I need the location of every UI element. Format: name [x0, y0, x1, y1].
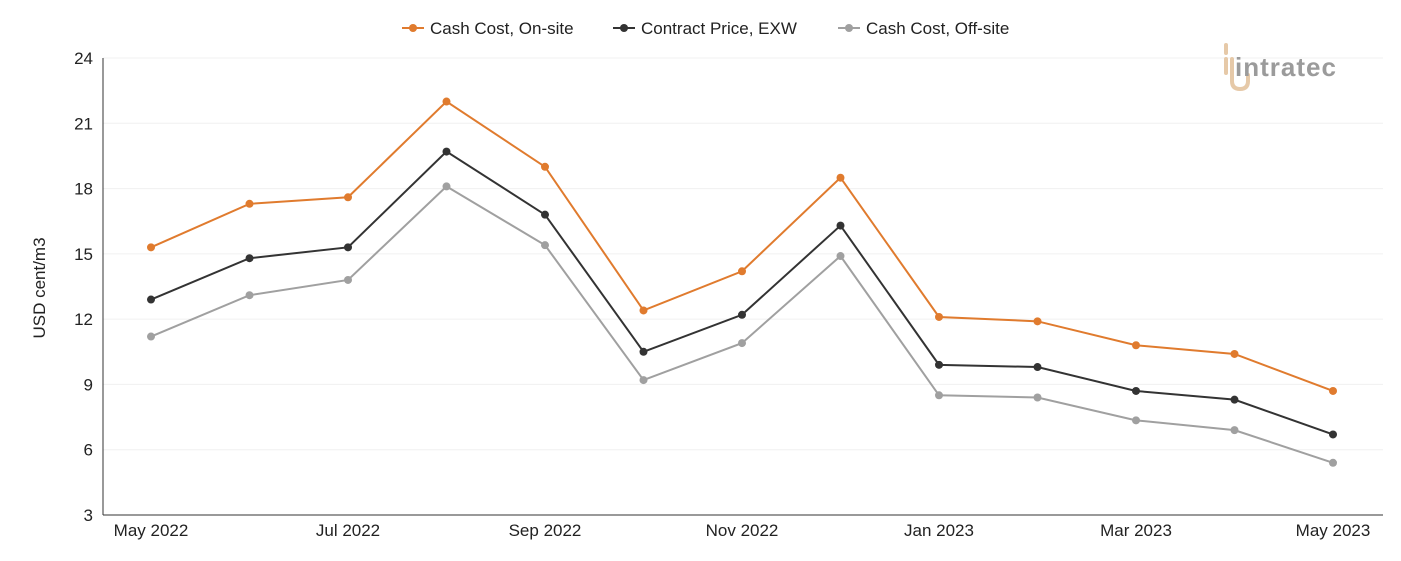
- data-point: [1230, 395, 1239, 404]
- chart-gridlines: [103, 57, 1383, 451]
- series-line: [150, 185, 1334, 464]
- chart-axes: [102, 58, 1383, 516]
- legend-swatch-marker: [409, 24, 417, 32]
- intratec-logo: intratec: [1224, 43, 1337, 92]
- data-point: [1230, 426, 1239, 435]
- data-point: [1329, 458, 1337, 467]
- data-point: [639, 376, 648, 385]
- data-point: [541, 210, 549, 219]
- x-tick-label: Jul 2022: [316, 521, 380, 540]
- data-point: [1033, 317, 1042, 326]
- y-tick-label: 24: [74, 49, 93, 68]
- data-point: [245, 199, 254, 208]
- data-point: [738, 310, 746, 319]
- x-tick-label: Jan 2023: [904, 521, 974, 540]
- y-tick-label: 3: [84, 506, 93, 525]
- y-axis-title: USD cent/m3: [30, 237, 49, 338]
- series-1: [147, 147, 1337, 439]
- legend-label: Contract Price, EXW: [641, 19, 797, 38]
- data-point: [1132, 341, 1140, 350]
- data-point: [1033, 393, 1042, 402]
- data-point: [541, 162, 549, 171]
- data-point: [639, 347, 648, 356]
- legend-label: Cash Cost, On-site: [430, 19, 574, 38]
- data-point: [935, 360, 943, 369]
- x-tick-label: May 2023: [1296, 521, 1371, 540]
- y-tick-label: 9: [84, 375, 93, 394]
- series-line: [150, 150, 1334, 436]
- chart-legend: Cash Cost, On-site Contract Price, EXW Cas…: [402, 19, 1009, 38]
- data-point: [541, 241, 549, 250]
- y-tick-label: 15: [74, 245, 93, 264]
- data-point: [245, 291, 254, 300]
- logo-mark: [1224, 43, 1250, 92]
- data-point: [639, 306, 648, 315]
- y-tick-label: 18: [74, 180, 93, 199]
- legend-label: Cash Cost, Off-site: [866, 19, 1009, 38]
- data-point: [1329, 430, 1337, 439]
- legend-item-0: Cash Cost, On-site: [402, 19, 574, 38]
- data-point: [1132, 386, 1140, 395]
- series-2: [147, 182, 1337, 467]
- data-point: [836, 221, 845, 230]
- data-point: [147, 243, 155, 252]
- legend-item-2: Cash Cost, Off-site: [838, 19, 1009, 38]
- data-point: [344, 275, 352, 284]
- data-point: [245, 254, 254, 263]
- data-point: [442, 97, 451, 106]
- y-axis-ticks: 3 6 9 12 15 18 21 24: [74, 49, 93, 525]
- logo-text: intratec: [1235, 52, 1337, 82]
- legend-item-1: Contract Price, EXW: [613, 19, 797, 38]
- data-point: [442, 147, 451, 156]
- x-tick-label: Sep 2022: [509, 521, 582, 540]
- data-point: [1132, 416, 1140, 425]
- x-tick-label: Mar 2023: [1100, 521, 1172, 540]
- x-axis-ticks: May 2022 Jul 2022 Sep 2022 Nov 2022 Jan 2023…: [114, 521, 1371, 540]
- data-point: [1033, 363, 1042, 372]
- chart-series: [147, 97, 1337, 467]
- y-tick-label: 12: [74, 310, 93, 329]
- data-point: [836, 252, 845, 261]
- x-tick-label: May 2022: [114, 521, 189, 540]
- data-point: [935, 391, 943, 400]
- data-point: [344, 193, 352, 202]
- data-point: [344, 243, 352, 252]
- x-tick-label: Nov 2022: [706, 521, 779, 540]
- y-tick-label: 21: [74, 114, 93, 133]
- data-point: [738, 267, 746, 276]
- data-point: [147, 332, 155, 341]
- data-point: [1230, 349, 1239, 358]
- legend-swatch-marker: [845, 24, 853, 32]
- data-point: [836, 173, 845, 182]
- series-line: [150, 100, 1334, 392]
- data-point: [1329, 386, 1337, 395]
- series-0: [147, 97, 1337, 395]
- legend-swatch-marker: [620, 24, 628, 32]
- data-point: [442, 182, 451, 191]
- data-point: [935, 312, 943, 321]
- data-point: [738, 339, 746, 348]
- data-point: [147, 295, 155, 304]
- y-tick-label: 6: [84, 441, 93, 460]
